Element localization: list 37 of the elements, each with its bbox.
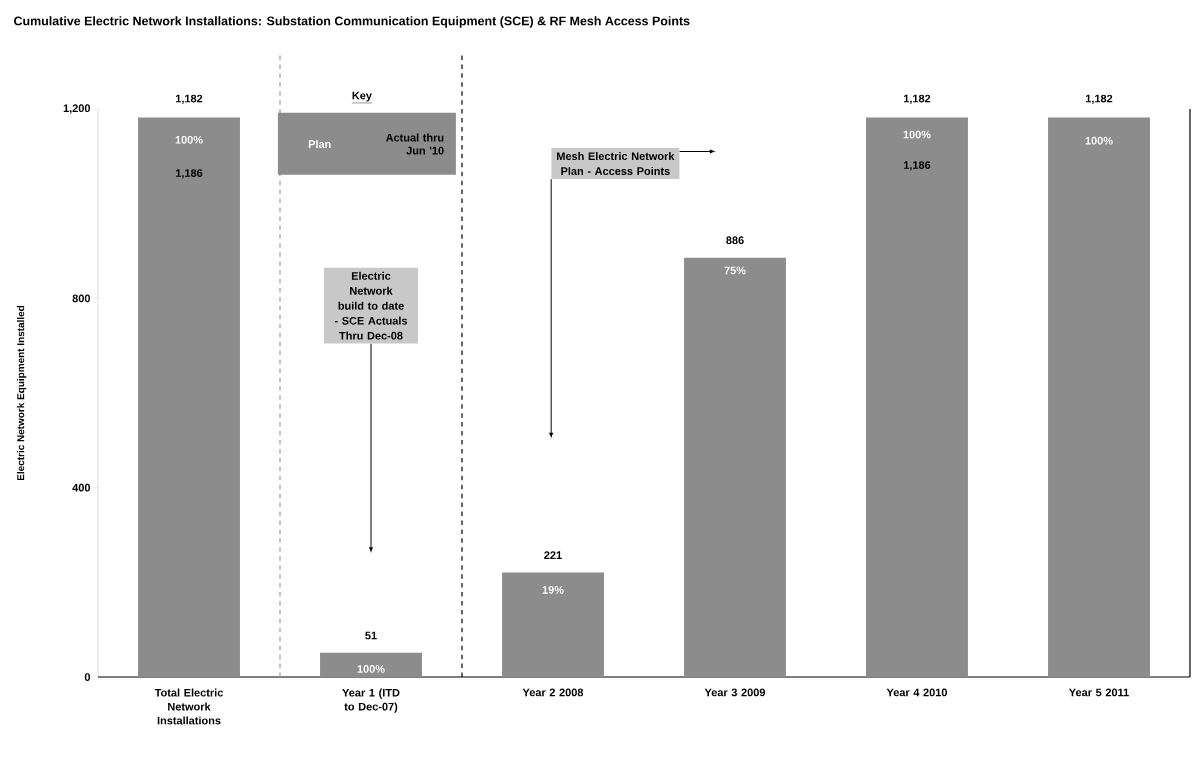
- y-tick-label: 800: [72, 294, 91, 303]
- x-tick-label: Year 2 2008: [522, 688, 584, 697]
- data-label: 51: [365, 631, 377, 640]
- data-label: 1,182: [1085, 94, 1113, 105]
- bar: [138, 117, 240, 678]
- data-label: 1,182: [903, 94, 931, 105]
- chart-title: Cumulative Electric Network Installations: Substation Communication Equipment (SCE) & RF Mesh Access Points: [14, 16, 690, 28]
- x-tick-label: Year 1 (ITD to Dec-07): [342, 688, 400, 713]
- annotation: 1,186: [903, 161, 931, 171]
- y-tick-label: 400: [72, 483, 91, 492]
- x-tick-label: Year 4 2010: [886, 688, 947, 697]
- x-tick-label: Year 3 2009: [704, 688, 766, 697]
- annotation: Actual thru Jun '10: [385, 133, 444, 155]
- annotation: 100%: [175, 135, 203, 144]
- y-tick-label: 1,200: [63, 104, 91, 114]
- y-tick-label: 0: [84, 673, 91, 681]
- data-label: 886: [726, 236, 744, 245]
- annotation: 100%: [1085, 136, 1113, 145]
- bar: [502, 572, 604, 678]
- annotation: 100%: [903, 130, 931, 139]
- bar: [866, 117, 968, 678]
- annotation: 19%: [542, 586, 564, 594]
- y-axis-title: Electric Network Equipment Installed: [16, 305, 27, 481]
- bar: [684, 257, 786, 678]
- annotation: Plan: [308, 139, 331, 149]
- annotation: 100%: [357, 665, 385, 673]
- annotation: 1,186: [175, 169, 203, 179]
- data-label: 1,182: [175, 94, 203, 105]
- x-tick-label: Total Electric Network Installations: [154, 688, 223, 725]
- bar: [320, 652, 422, 678]
- bar: [1048, 117, 1150, 678]
- text: Key: [352, 91, 372, 102]
- annotation: Electric Network build to date - SCE Actuals Thru Dec-08: [334, 271, 408, 340]
- annotation: Mesh Electric Network Plan - Access Points: [557, 152, 675, 176]
- annotation: 75%: [724, 266, 746, 275]
- data-label: 221: [544, 551, 562, 559]
- x-tick-label: Year 5 2011: [1069, 688, 1129, 697]
